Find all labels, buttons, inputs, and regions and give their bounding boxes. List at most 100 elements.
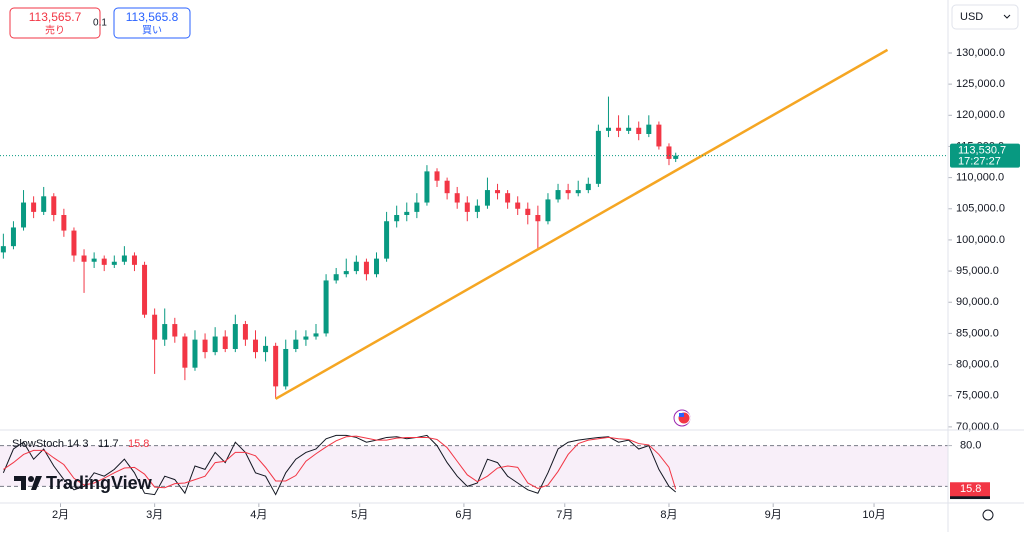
candle-body — [626, 127, 632, 131]
candle-body — [142, 264, 148, 315]
candle-body — [31, 202, 37, 212]
buy-box[interactable]: 113,565.8 買い — [113, 7, 191, 39]
candle-body — [545, 199, 551, 222]
candle-body — [616, 127, 622, 131]
sell-label: 売り — [45, 24, 65, 37]
candle-body — [71, 230, 77, 256]
y-tick-label: 130,000.0 — [956, 47, 1005, 59]
candle-body — [162, 324, 168, 340]
candle-body — [474, 205, 480, 212]
stoch-line — [3, 435, 677, 490]
candle-body — [10, 227, 16, 247]
y-tick-label: 80,000.0 — [956, 358, 999, 370]
candle-body — [673, 155, 679, 159]
indicator-title: SlowStoch 14 3 — [12, 438, 88, 450]
candle-body — [212, 336, 218, 353]
value-box-label: 15.8 — [960, 483, 981, 495]
candle-body — [384, 221, 390, 259]
candle-body — [454, 193, 460, 203]
y-tick-label: 95,000.0 — [956, 265, 999, 277]
candle-body — [172, 324, 178, 337]
x-tick-label: 10月 — [862, 509, 885, 521]
x-tick-label: 8月 — [660, 509, 677, 521]
candle-body — [404, 211, 410, 215]
candle-body — [101, 258, 107, 265]
x-tick-label: 3月 — [146, 509, 163, 521]
candle-body — [81, 255, 87, 262]
candle-body — [575, 190, 581, 194]
candle-body — [41, 196, 47, 212]
candle-body — [192, 339, 198, 368]
candle-body — [484, 190, 490, 206]
candle-body — [414, 202, 420, 212]
y-tick-label: 120,000.0 — [956, 109, 1005, 121]
candle-body — [202, 339, 208, 353]
candle-body — [555, 190, 561, 200]
candle-body — [636, 127, 642, 134]
candle-body — [505, 193, 511, 203]
candle-body — [666, 146, 672, 159]
dropdown-arrow — [1003, 14, 1011, 19]
candle-body — [565, 190, 571, 194]
event-flag[interactable] — [673, 409, 691, 427]
candle-body — [353, 261, 359, 272]
candle-body — [111, 261, 117, 265]
candle-body — [434, 171, 440, 181]
candle-body — [394, 215, 400, 222]
buy-label: 買い — [142, 25, 162, 37]
y-tick-label: 125,000.0 — [956, 78, 1005, 90]
candle-body — [0, 246, 6, 253]
sell-box[interactable]: 113,565.7 売り — [9, 7, 101, 39]
x-tick-label: 6月 — [455, 509, 472, 521]
candle-body — [363, 261, 369, 275]
settings-icon[interactable] — [982, 509, 994, 521]
settings[interactable] — [982, 509, 994, 521]
candle-body — [21, 202, 27, 228]
logo: TradingView — [14, 473, 153, 493]
x-tick-label: 5月 — [351, 509, 368, 521]
candle-body — [656, 124, 662, 147]
last-time-label: 17:27:27 — [958, 156, 1001, 168]
candle-body — [313, 333, 319, 337]
x-tick-label: 7月 — [556, 509, 573, 521]
candle-body — [232, 324, 238, 349]
buy-price: 113,565.8 — [126, 10, 179, 24]
candle-body — [515, 202, 521, 209]
logo-text: TradingView — [46, 473, 153, 493]
flag-canton — [679, 413, 684, 417]
buy-button[interactable] — [113, 7, 191, 39]
candle-body — [242, 324, 248, 340]
logo-dot — [28, 476, 34, 482]
last-price-label: 113,530.7 — [958, 145, 1006, 157]
x-tick-label: 4月 — [250, 509, 267, 521]
candle-body — [91, 258, 97, 262]
candle-body — [323, 280, 329, 334]
candle-body — [252, 339, 258, 353]
plot-layer: 70,000.0 75,000.0 80,000.0 85,000.0 90,000.0… — [0, 47, 1020, 521]
candle-body — [131, 255, 137, 265]
y-tick-label: 75,000.0 — [956, 390, 999, 402]
logo-icon — [14, 476, 26, 490]
candle-body — [525, 208, 531, 215]
candle-body — [464, 202, 470, 212]
sell-button[interactable] — [9, 7, 101, 39]
currency-button[interactable] — [951, 4, 1019, 30]
candle-body — [51, 196, 57, 215]
spread: 0.1 — [93, 18, 107, 29]
trendline — [275, 48, 889, 400]
candle-body — [152, 314, 158, 340]
candle-body — [61, 215, 67, 231]
candle-body — [333, 274, 339, 281]
candle-body — [121, 255, 127, 262]
candle-body — [605, 127, 611, 131]
currency-select[interactable]: USD — [951, 4, 1019, 30]
sell-price: 113,565.7 — [29, 10, 82, 24]
y-tick-label: 110,000.0 — [956, 172, 1004, 184]
x-tick-label: 9月 — [765, 509, 782, 521]
candle-body — [535, 215, 541, 222]
candle-body — [303, 336, 309, 340]
logo-icon-slash — [31, 476, 42, 490]
legend-value: 11.7 — [98, 438, 119, 450]
